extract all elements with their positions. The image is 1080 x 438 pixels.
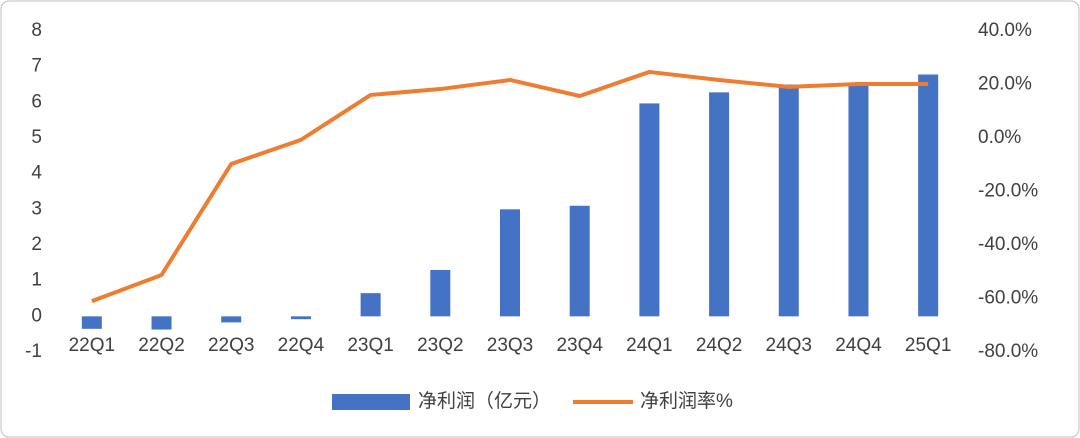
bar	[360, 293, 381, 317]
x-tick-label: 22Q1	[69, 335, 115, 356]
y2-tick-label: 20.0%	[978, 74, 1032, 95]
bar	[500, 209, 520, 317]
x-tick-label: 22Q3	[208, 335, 254, 356]
x-tick-label: 24Q4	[835, 335, 882, 356]
x-tick-label: 24Q2	[696, 335, 742, 356]
y-tick-label: 3	[31, 198, 42, 219]
legend-label: 净利润率%	[640, 390, 733, 412]
bar	[639, 103, 660, 317]
y-tick-label: 2	[31, 234, 42, 255]
bar	[918, 74, 939, 317]
y-tick-label: 8	[31, 20, 42, 41]
x-tick-label: 25Q1	[905, 335, 951, 356]
y-tick-label: 6	[31, 91, 42, 112]
x-tick-label: 22Q4	[278, 335, 325, 356]
y2-tick-label: -80.0%	[978, 341, 1038, 362]
x-tick-label: 24Q3	[766, 335, 812, 356]
bar	[221, 316, 242, 323]
y-tick-label: 4	[31, 163, 42, 184]
y2-tick-label: -40.0%	[978, 234, 1038, 255]
x-tick-label: 23Q1	[347, 335, 393, 356]
y-tick-label: -1	[25, 341, 42, 362]
x-tick-label: 24Q1	[626, 335, 672, 356]
line	[91, 69, 929, 304]
legend-swatch	[332, 394, 410, 410]
x-tick-label: 22Q2	[138, 335, 184, 356]
bar	[709, 92, 730, 317]
bar	[569, 205, 590, 317]
y2-tick-label: -20.0%	[978, 181, 1038, 202]
bar	[778, 84, 799, 317]
legend-label: 净利润（亿元）	[418, 390, 551, 412]
y-tick-label: 1	[31, 270, 42, 291]
y-tick-label: 7	[31, 56, 42, 77]
x-tick-label: 23Q3	[487, 335, 533, 356]
y2-tick-label: 40.0%	[978, 20, 1032, 41]
x-tick-label: 23Q4	[556, 335, 603, 356]
bar	[430, 269, 451, 317]
bar	[151, 316, 172, 330]
bar	[848, 84, 869, 317]
y2-tick-label: 0.0%	[978, 127, 1021, 148]
y-tick-label: 0	[31, 305, 42, 326]
x-tick-label: 23Q2	[417, 335, 463, 356]
y2-tick-label: -60.0%	[978, 288, 1038, 309]
bar	[81, 316, 102, 329]
bar	[290, 316, 311, 320]
y-tick-label: 5	[31, 127, 42, 148]
